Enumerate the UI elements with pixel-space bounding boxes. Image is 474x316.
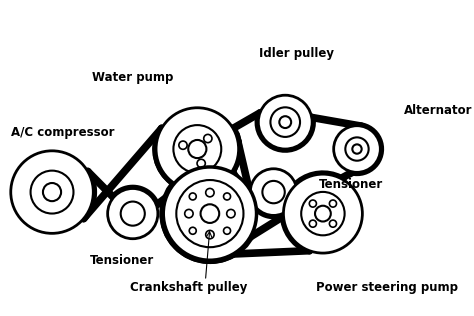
Text: Idler pulley: Idler pulley [258,47,334,60]
Circle shape [352,144,362,154]
Circle shape [224,193,230,200]
Circle shape [224,227,230,234]
Circle shape [271,107,300,137]
Circle shape [156,108,238,190]
Circle shape [346,137,369,161]
Circle shape [329,220,337,227]
Text: Tensioner: Tensioner [90,254,154,267]
Circle shape [204,134,212,143]
Text: Crankshaft pulley: Crankshaft pulley [130,281,247,294]
Circle shape [258,95,312,149]
Circle shape [263,181,285,203]
Circle shape [334,126,380,172]
Circle shape [250,169,297,216]
Circle shape [206,188,214,197]
Text: Power steering pump: Power steering pump [316,281,458,294]
Circle shape [43,183,61,201]
Circle shape [310,220,317,227]
Circle shape [189,227,196,234]
Circle shape [279,116,291,128]
Circle shape [310,200,317,207]
Text: A/C compressor: A/C compressor [11,126,114,139]
Circle shape [121,202,145,226]
Circle shape [301,192,345,235]
Circle shape [227,210,235,218]
Circle shape [185,210,193,218]
Circle shape [30,171,73,214]
Circle shape [201,204,219,223]
Circle shape [173,125,221,173]
Text: Alternator: Alternator [404,104,472,117]
Text: Tensioner: Tensioner [319,179,383,191]
Circle shape [197,159,205,167]
Circle shape [188,140,206,158]
Circle shape [315,206,331,222]
Circle shape [11,151,93,233]
Circle shape [163,167,256,260]
Circle shape [176,180,244,247]
Circle shape [329,200,337,207]
Circle shape [283,174,363,253]
Circle shape [179,141,187,149]
Circle shape [206,230,214,239]
Circle shape [189,193,196,200]
Text: Water pump: Water pump [92,71,173,84]
Circle shape [108,189,158,239]
